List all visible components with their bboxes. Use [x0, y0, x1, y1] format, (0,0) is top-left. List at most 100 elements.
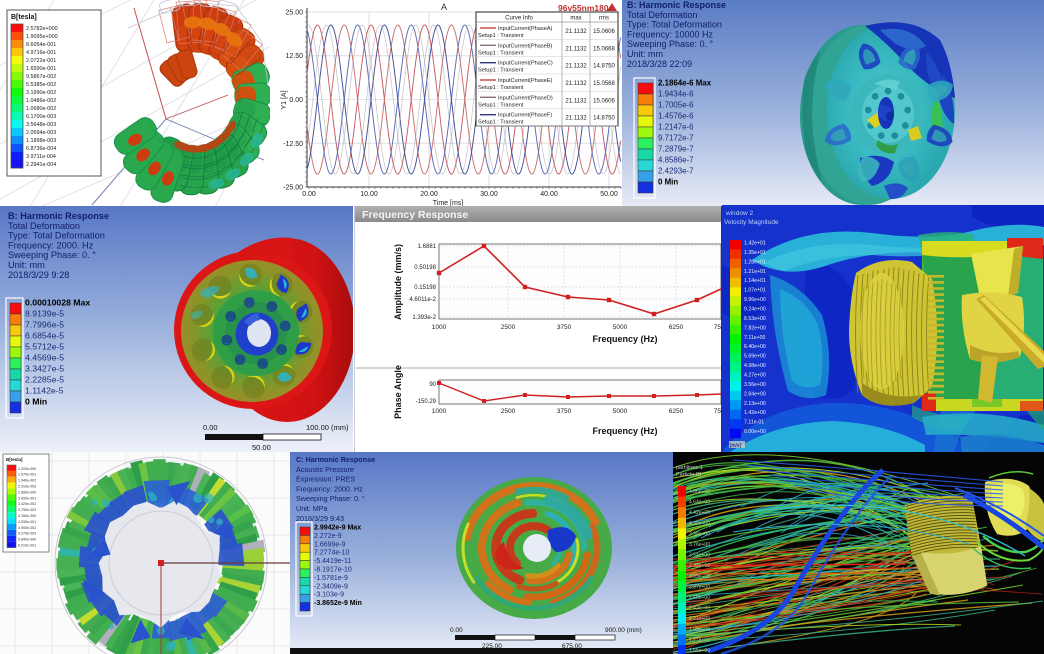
- svg-text:2.2941e-004: 2.2941e-004: [26, 162, 56, 168]
- svg-text:window 2: window 2: [725, 210, 753, 217]
- svg-text:2.21e+00: 2.21e+00: [689, 616, 710, 622]
- svg-text:2.87e+00: 2.87e+00: [689, 584, 710, 590]
- svg-text:7.7996e-5: 7.7996e-5: [25, 320, 64, 330]
- svg-text:4.20e+00: 4.20e+00: [689, 521, 710, 527]
- svg-text:5.640e-000: 5.640e-000: [18, 538, 36, 542]
- svg-text:InputCurrent(PhaseD): InputCurrent(PhaseD): [498, 95, 553, 101]
- svg-text:Particle ID: Particle ID: [676, 472, 701, 478]
- svg-text:3.54e+00: 3.54e+00: [689, 553, 710, 559]
- svg-text:3.420e-002: 3.420e-002: [18, 502, 36, 506]
- svg-text:8.53e+00: 8.53e+00: [744, 316, 766, 322]
- svg-text:1.6881: 1.6881: [418, 244, 437, 250]
- svg-text:2.310e-003: 2.310e-003: [18, 485, 36, 489]
- svg-text:21.1132: 21.1132: [565, 46, 587, 52]
- svg-text:1.4576e-6: 1.4576e-6: [658, 112, 694, 121]
- svg-text:7.11e-01: 7.11e-01: [744, 420, 764, 426]
- svg-text:0.00: 0.00: [289, 97, 303, 104]
- svg-text:Y1 [A]: Y1 [A]: [281, 90, 288, 109]
- svg-text:1.393e-2: 1.393e-2: [412, 315, 436, 321]
- svg-text:21.1132: 21.1132: [565, 29, 587, 35]
- svg-text:Phase Angle: Phase Angle: [393, 365, 403, 419]
- svg-text:4.98e+00: 4.98e+00: [744, 363, 766, 369]
- svg-text:4.86e+00: 4.86e+00: [689, 489, 710, 495]
- svg-text:3.32e+00: 3.32e+00: [689, 563, 710, 569]
- svg-text:1000: 1000: [432, 408, 447, 415]
- svg-text:2.0722e-001: 2.0722e-001: [26, 58, 56, 64]
- svg-text:Unit: mm: Unit: mm: [8, 260, 45, 270]
- svg-text:6.1700e-003: 6.1700e-003: [26, 114, 56, 120]
- svg-text:2500: 2500: [501, 324, 516, 331]
- svg-text:1.9434e-6: 1.9434e-6: [658, 90, 694, 99]
- svg-text:-1.5781e-9: -1.5781e-9: [314, 575, 348, 582]
- svg-text:7500: 7500: [714, 408, 722, 415]
- svg-text:Frequency Response: Frequency Response: [362, 209, 468, 221]
- svg-text:Type: Total Deformation: Type: Total Deformation: [627, 20, 722, 30]
- svg-text:15.0568: 15.0568: [593, 81, 615, 87]
- svg-text:Total Deformation: Total Deformation: [8, 221, 80, 231]
- svg-text:-12.50: -12.50: [283, 141, 303, 148]
- svg-text:3.56e+00: 3.56e+00: [744, 382, 766, 388]
- svg-text:Setup1 : Transient: Setup1 : Transient: [478, 102, 524, 108]
- svg-text:Unit: MPa: Unit: MPa: [296, 504, 328, 513]
- svg-text:pathlines-1: pathlines-1: [676, 465, 703, 471]
- svg-text:2.43e+00: 2.43e+00: [689, 606, 710, 612]
- svg-text:0 Min: 0 Min: [658, 178, 678, 187]
- svg-text:100.00 (mm): 100.00 (mm): [306, 423, 349, 432]
- svg-text:1.570e-001: 1.570e-001: [18, 473, 36, 477]
- svg-text:0.00: 0.00: [450, 627, 463, 634]
- svg-text:5000: 5000: [613, 408, 628, 415]
- svg-text:8.6054e-001: 8.6054e-001: [26, 42, 56, 48]
- svg-text:Frequency (Hz): Frequency (Hz): [592, 426, 657, 436]
- svg-text:9.7172e-7: 9.7172e-7: [658, 134, 694, 143]
- svg-text:Velocity Magnitude: Velocity Magnitude: [724, 219, 779, 226]
- svg-text:2.65e+00: 2.65e+00: [689, 595, 710, 601]
- svg-text:2018/3/29 9:43: 2018/3/29 9:43: [296, 514, 344, 523]
- svg-text:50.00: 50.00: [252, 443, 271, 452]
- svg-text:Setup1 : Transient: Setup1 : Transient: [478, 68, 524, 74]
- svg-text:3.98e+00: 3.98e+00: [689, 531, 710, 537]
- svg-text:4.900e-002: 4.900e-002: [18, 526, 36, 530]
- svg-text:Setup1 : Transient: Setup1 : Transient: [478, 33, 524, 39]
- svg-text:7500: 7500: [714, 324, 722, 331]
- svg-text:5000: 5000: [613, 324, 628, 331]
- svg-text:20.00: 20.00: [420, 191, 438, 198]
- svg-text:40.00: 40.00: [540, 191, 558, 198]
- svg-text:1.14e+01: 1.14e+01: [744, 278, 766, 284]
- svg-text:1.1142e-5: 1.1142e-5: [25, 386, 64, 396]
- svg-text:1.77e+00: 1.77e+00: [689, 637, 710, 643]
- svg-text:4.9716e-001: 4.9716e-001: [26, 50, 56, 56]
- svg-text:8.9139e-5: 8.9139e-5: [25, 309, 64, 319]
- svg-text:15.0668: 15.0668: [593, 46, 615, 52]
- svg-text:1.200e-000: 1.200e-000: [18, 467, 36, 471]
- svg-text:Curve Info: Curve Info: [505, 16, 533, 22]
- svg-text:1.42e+01: 1.42e+01: [744, 241, 766, 247]
- svg-text:2.0594e-003: 2.0594e-003: [26, 130, 56, 136]
- svg-text:3.050e-001: 3.050e-001: [18, 496, 36, 500]
- svg-text:14.8750: 14.8750: [593, 116, 615, 122]
- svg-text:-8.1917e-10: -8.1917e-10: [314, 567, 352, 574]
- svg-text:Setup1 : Transient: Setup1 : Transient: [478, 85, 524, 91]
- svg-text:0.00: 0.00: [203, 423, 218, 432]
- svg-text:-5.4419e-11: -5.4419e-11: [314, 558, 351, 565]
- svg-text:9.96e+00: 9.96e+00: [744, 297, 766, 303]
- svg-text:4.64e+00: 4.64e+00: [689, 500, 710, 506]
- svg-text:3.1990e-002: 3.1990e-002: [26, 90, 56, 96]
- svg-text:14.8750: 14.8750: [593, 64, 615, 70]
- svg-text:675.00: 675.00: [562, 643, 582, 650]
- svg-text:3.5648e-003: 3.5648e-003: [26, 122, 56, 128]
- svg-text:25.00: 25.00: [285, 10, 303, 17]
- svg-text:1.55e+00: 1.55e+00: [689, 648, 710, 654]
- svg-text:6.8736e-004: 6.8736e-004: [26, 146, 56, 152]
- svg-text:0.00010028 Max: 0.00010028 Max: [25, 298, 90, 308]
- svg-text:21.1132: 21.1132: [565, 116, 587, 122]
- svg-text:1.9095e+000: 1.9095e+000: [26, 34, 58, 40]
- svg-text:2500: 2500: [501, 408, 516, 415]
- svg-text:-2.3409e-9: -2.3409e-9: [314, 583, 348, 590]
- svg-text:1.940e-002: 1.940e-002: [18, 479, 36, 483]
- svg-text:5.69e+00: 5.69e+00: [744, 354, 766, 360]
- svg-text:225.00: 225.00: [482, 643, 502, 650]
- svg-text:InputCurrent(PhaseA): InputCurrent(PhaseA): [498, 26, 553, 32]
- svg-text:Frequency: 2000. Hz: Frequency: 2000. Hz: [8, 240, 94, 250]
- svg-text:2.9942e-9 Max: 2.9942e-9 Max: [314, 525, 361, 532]
- svg-text:4.6011e-2: 4.6011e-2: [409, 297, 436, 303]
